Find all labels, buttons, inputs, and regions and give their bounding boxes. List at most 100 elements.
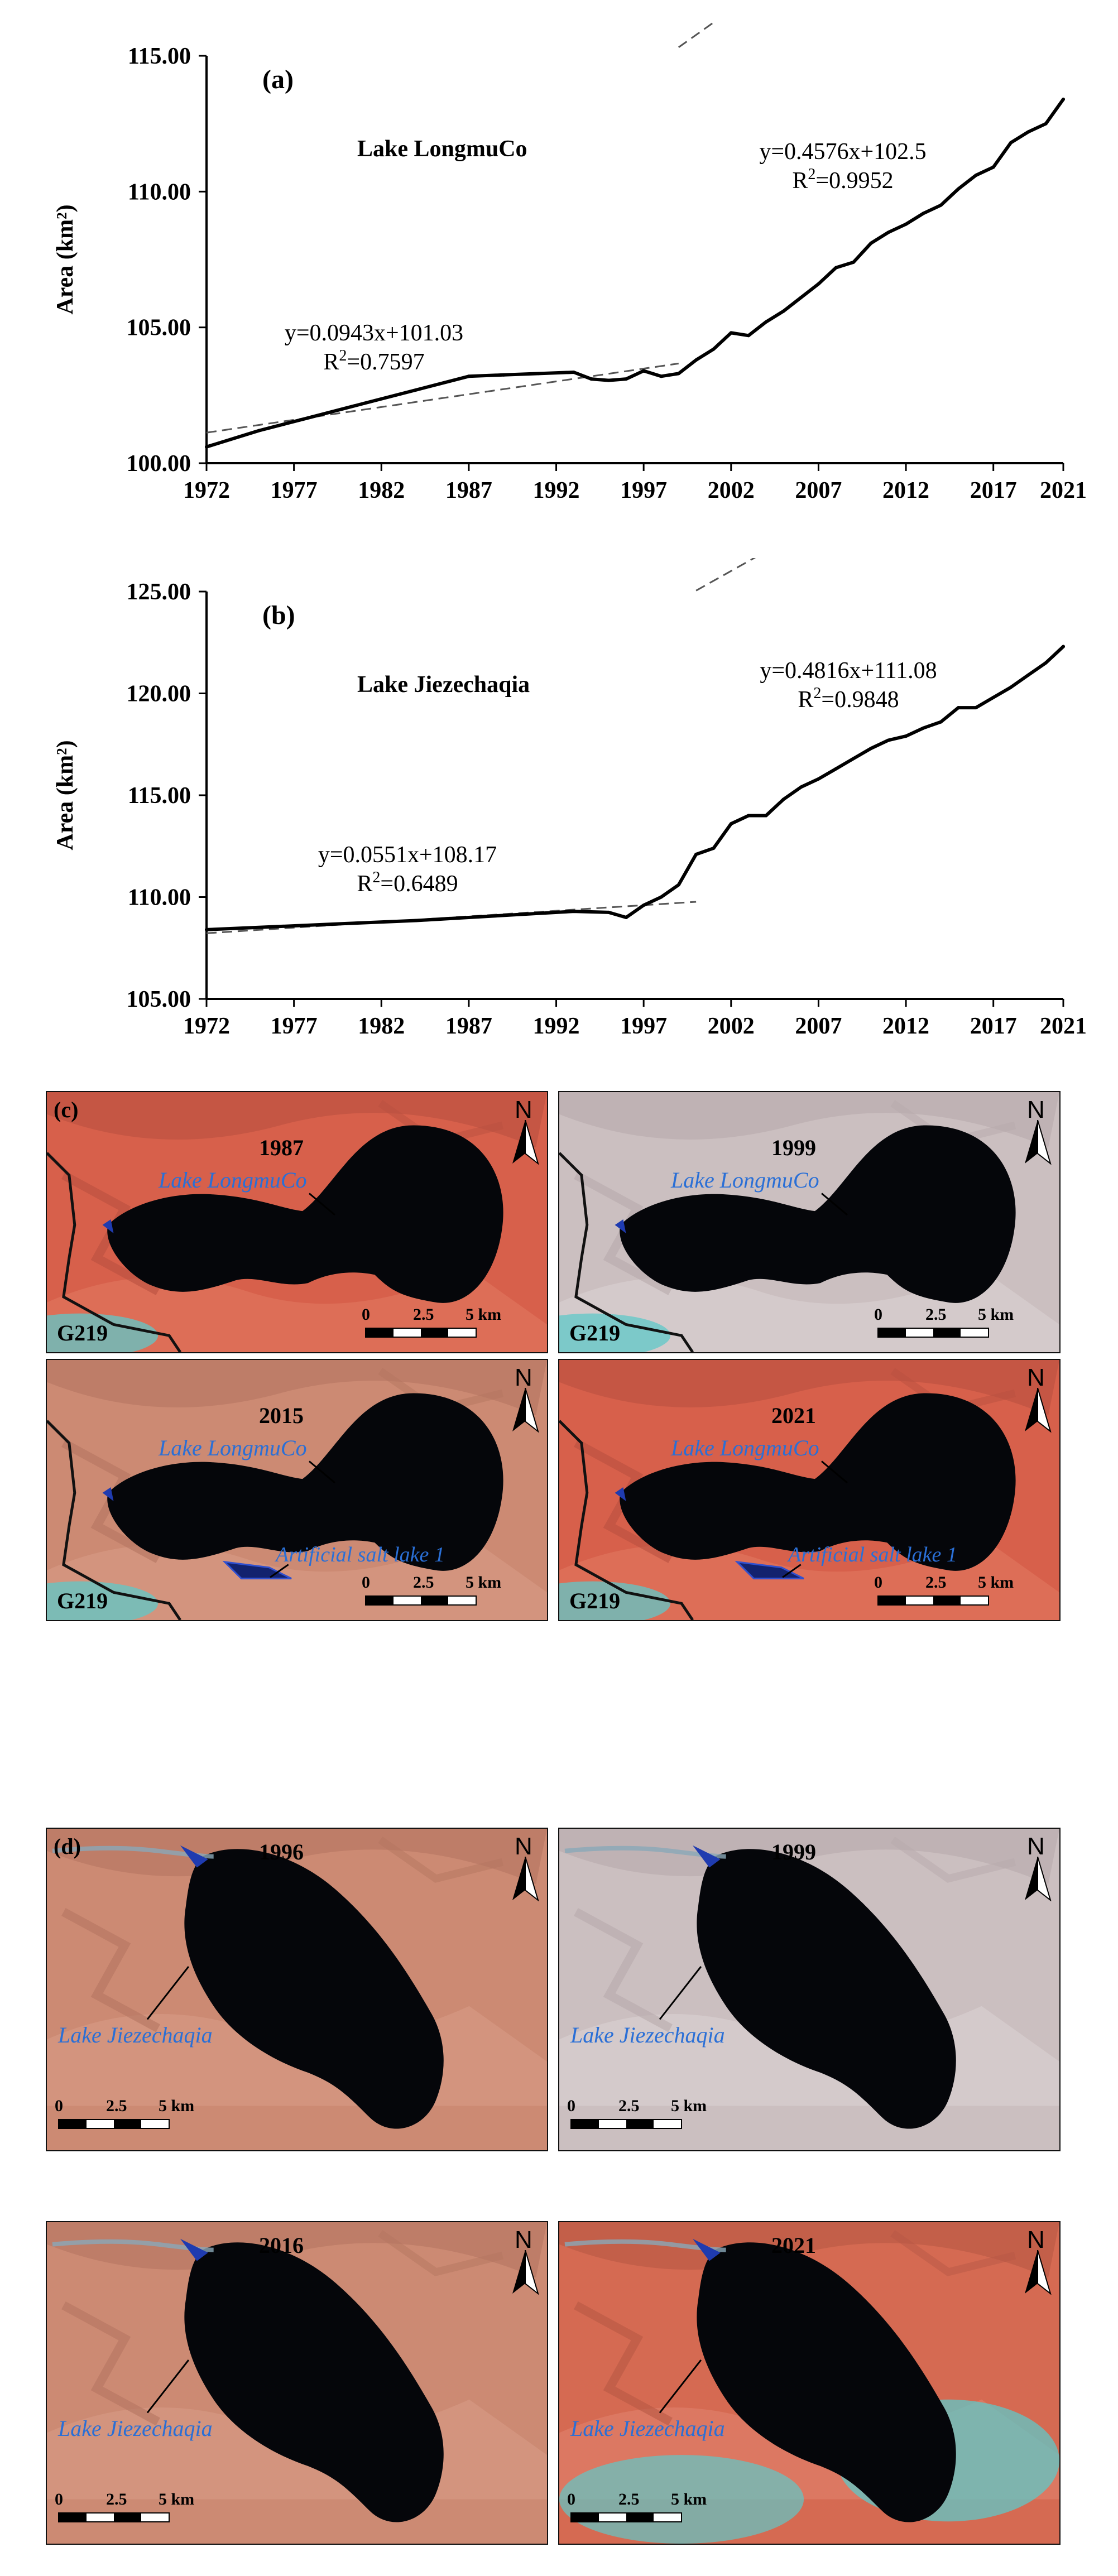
- data-point: [572, 910, 575, 914]
- lake-label: Lake LongmuCo: [159, 1435, 307, 1460]
- data-point: [257, 429, 261, 432]
- data-point: [991, 165, 995, 169]
- north-label: N: [515, 2226, 532, 2253]
- satellite-image: [559, 1092, 1059, 1352]
- x-tick-label: 2007: [795, 478, 842, 503]
- arrow-icon: [1025, 2250, 1052, 2295]
- chart-title: Lake Jiezechaqia: [357, 672, 530, 698]
- satellite-image: [47, 1092, 547, 1352]
- data-point: [467, 374, 471, 378]
- map-year: 2021: [771, 2233, 816, 2258]
- trend-equation: y=0.0551x+108.17: [318, 842, 497, 868]
- data-point: [869, 241, 873, 245]
- north-arrow-icon: N: [1023, 1366, 1053, 1433]
- data-point: [781, 309, 785, 313]
- data-point: [467, 916, 471, 919]
- scale-bar: [877, 1328, 989, 1338]
- lake-label: Lake LongmuCo: [159, 1167, 307, 1193]
- satellite-image: [559, 2222, 1059, 2544]
- trend-r2: R2=0.9848: [798, 685, 899, 713]
- x-tick-label: 2012: [882, 478, 929, 503]
- map-panel-d-1999: 1999 Lake Jiezechaqia 0 2.5 5 km N: [558, 1828, 1061, 2151]
- map-panel-c-2021: 2021 Lake LongmuCo G219 Artificial salt lak…: [558, 1359, 1061, 1621]
- road-label: G219: [569, 1588, 621, 1613]
- trendline-1: [206, 901, 697, 934]
- data-point: [1062, 97, 1065, 101]
- scale-segment: [654, 2513, 681, 2521]
- data-point: [1062, 645, 1065, 648]
- satellite-image: [47, 1360, 547, 1620]
- trend-equation: y=0.0943x+101.03: [285, 320, 463, 346]
- scale-segment: [59, 2120, 87, 2128]
- data-point: [834, 266, 838, 270]
- data-point: [991, 695, 995, 699]
- north-label: N: [515, 1096, 532, 1123]
- scale-label: 5 km: [978, 1305, 1014, 1324]
- y-tick-label: 115.00: [128, 44, 191, 69]
- map-year: 1999: [771, 1839, 816, 1864]
- north-label: N: [515, 1833, 532, 1860]
- north-arrow-icon: N: [510, 1834, 540, 1901]
- trend-equation: y=0.4816x+111.08: [760, 658, 937, 684]
- data-point: [712, 846, 716, 850]
- arrow-icon: [1025, 1120, 1052, 1165]
- data-point: [659, 374, 663, 378]
- north-arrow-icon: N: [510, 1366, 540, 1433]
- data-point: [414, 919, 418, 922]
- data-point: [205, 927, 208, 931]
- data-point: [607, 378, 611, 382]
- data-point: [1026, 673, 1030, 677]
- lake-label: Lake Jiezechaqia: [58, 2416, 213, 2441]
- scale-bar: [365, 1328, 477, 1338]
- scale-segment: [421, 1329, 448, 1337]
- y-tick-label: 125.00: [127, 579, 191, 605]
- satellite-image: [559, 1829, 1059, 2150]
- scale-segment: [421, 1597, 448, 1604]
- arrow-icon: [1025, 1388, 1052, 1433]
- r2-value: =0.7597: [347, 349, 424, 375]
- lake-label: Lake LongmuCo: [671, 1167, 819, 1193]
- series-line: [205, 97, 1065, 449]
- x-tick-label: 1972: [183, 478, 230, 503]
- chart-title: Lake LongmuCo: [357, 136, 527, 162]
- data-point: [764, 320, 768, 324]
- north-arrow-icon: N: [1023, 2228, 1053, 2295]
- scale-label: 0: [874, 1305, 882, 1324]
- map-year: 1999: [771, 1135, 816, 1160]
- lake-label: Lake Jiezechaqia: [58, 2022, 213, 2048]
- scale-segment: [961, 1597, 988, 1604]
- scale-label: 5 km: [159, 2097, 195, 2115]
- scale-label: 5 km: [671, 2097, 707, 2115]
- x-tick-label: 2021: [1040, 478, 1087, 503]
- x-tick-label: 2017: [970, 478, 1017, 503]
- satellite-image: [559, 1360, 1059, 1620]
- map-panel-d-2021: 2021 Lake Jiezechaqia 0 2.5 5 km N: [558, 2221, 1061, 2545]
- data-point: [957, 187, 961, 191]
- scale-label: 2.5: [618, 2097, 640, 2115]
- x-tick-label: 2012: [882, 1013, 929, 1039]
- data-point: [642, 903, 646, 907]
- scale-bar: [570, 2512, 682, 2522]
- x-tick-label: 1987: [445, 478, 492, 503]
- north-label: N: [1027, 1364, 1045, 1391]
- chart-a: 100.00 105.00 110.00 115.00 1972 1977 1982 1987…: [52, 22, 1087, 503]
- scale-label: 0: [362, 1305, 370, 1324]
- data-point: [747, 334, 751, 338]
- x-tick-label: 2017: [970, 1013, 1017, 1039]
- lake-label: Lake LongmuCo: [671, 1435, 819, 1460]
- r2-value: =0.6489: [380, 871, 458, 897]
- scale-segment: [906, 1329, 933, 1337]
- x-tick-label: 1992: [533, 1013, 580, 1039]
- y-tick-label: 110.00: [128, 885, 191, 911]
- data-point: [694, 358, 698, 362]
- scale-segment: [933, 1329, 961, 1337]
- data-point: [817, 777, 820, 781]
- north-label: N: [1027, 2226, 1045, 2253]
- scale-segment: [366, 1597, 394, 1604]
- scale-label: 2.5: [413, 1305, 434, 1324]
- data-point: [886, 738, 890, 742]
- x-tick-label: 1972: [183, 1013, 230, 1039]
- map-year: 1996: [259, 1839, 304, 1864]
- y-tick-label: 110.00: [128, 179, 191, 205]
- scale-label: 2.5: [106, 2097, 127, 2115]
